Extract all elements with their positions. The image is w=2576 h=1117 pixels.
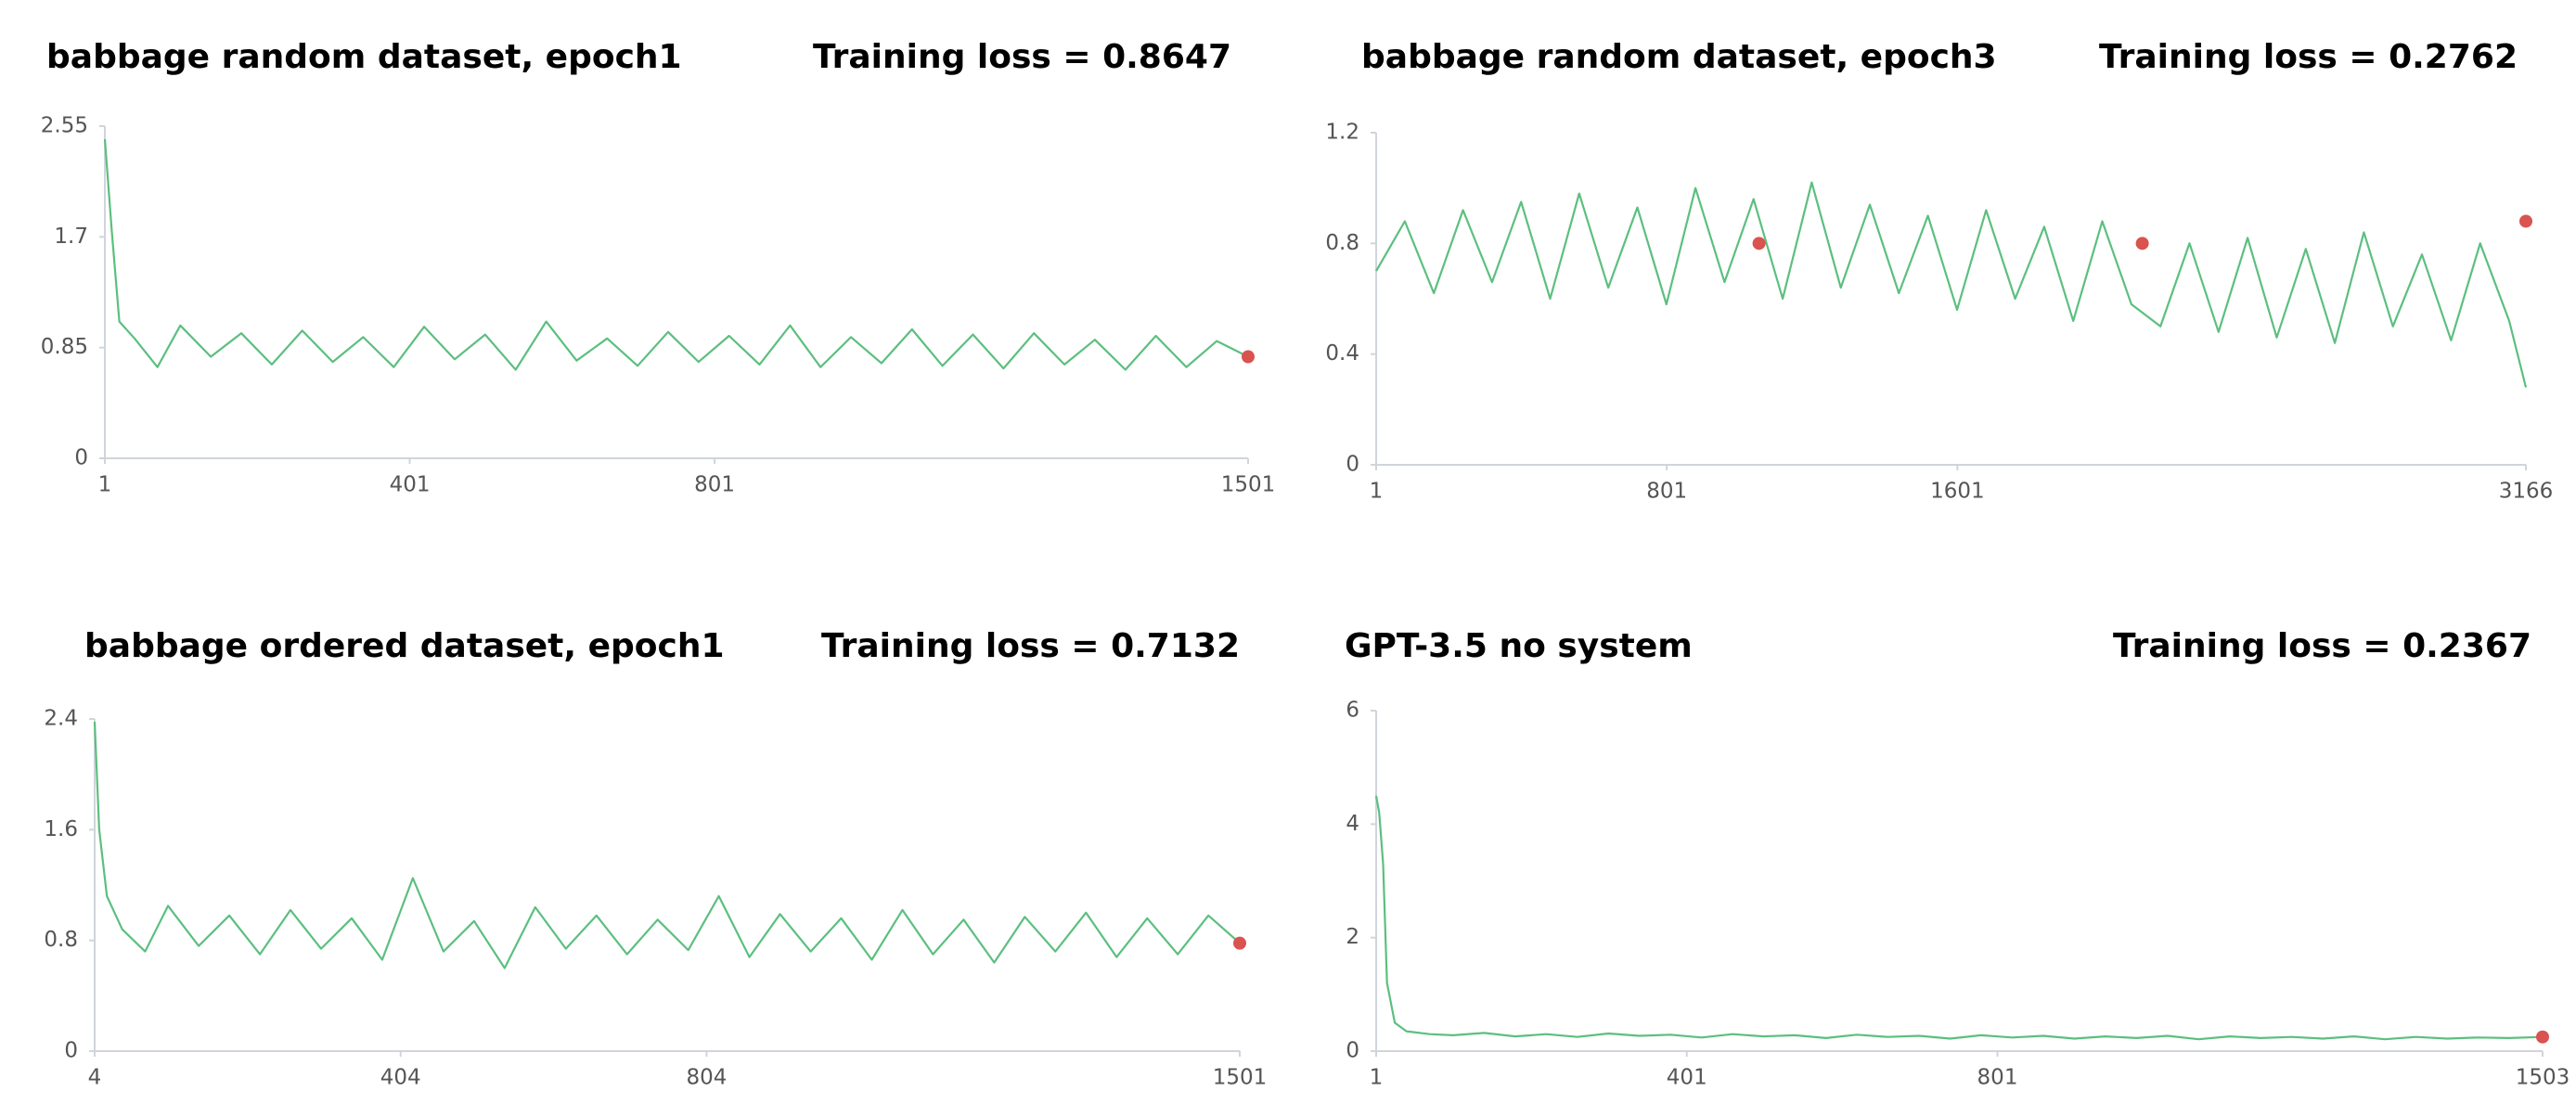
chart-title: babbage ordered dataset, epoch1 <box>84 627 725 665</box>
loss-line <box>93 721 1241 969</box>
checkpoint-marker <box>1752 237 1766 250</box>
y-tick-label: 0.8 <box>44 928 78 952</box>
x-tick-label: 801 <box>1977 1066 2018 1090</box>
y-tick-label: 2.55 <box>41 114 88 138</box>
chart-title: babbage random dataset, epoch3 <box>1361 38 1997 76</box>
x-tick-label: 804 <box>686 1066 727 1090</box>
x-tick-label: 401 <box>390 473 431 497</box>
x-tick-label: 1501 <box>1213 1066 1268 1090</box>
x-tick-label: 4 <box>88 1066 102 1090</box>
x-tick-label: 801 <box>1646 480 1687 504</box>
y-tick-label: 0.4 <box>1325 341 1359 366</box>
loss-line <box>103 138 1249 371</box>
checkpoint-marker <box>1233 936 1246 950</box>
x-tick-label: 3166 <box>2499 480 2554 504</box>
x-tick-label: 1501 <box>1221 473 1276 497</box>
x-tick-label: 1 <box>1370 480 1384 504</box>
checkpoint-marker <box>1242 350 1255 364</box>
chart-title: babbage random dataset, epoch1 <box>46 38 682 76</box>
y-tick-label: 2 <box>1346 925 1359 949</box>
y-tick-label: 4 <box>1346 812 1359 836</box>
training-loss: Training loss = 0.8647 <box>813 38 1231 76</box>
training-loss: Training loss = 0.7132 <box>821 627 1240 665</box>
y-tick-label: 6 <box>1346 699 1359 723</box>
y-tick-label: 0.8 <box>1325 231 1359 255</box>
x-tick-label: 401 <box>1667 1066 1707 1090</box>
loss-line <box>1375 181 2528 388</box>
y-tick-label: 0 <box>64 1039 78 1063</box>
y-tick-label: 0 <box>1346 453 1359 477</box>
checkpoint-marker <box>2135 237 2149 250</box>
y-tick-label: 0 <box>74 446 88 470</box>
x-tick-label: 1 <box>1370 1066 1384 1090</box>
loss-line <box>1374 795 2544 1041</box>
checkpoint-marker <box>2519 214 2532 228</box>
y-tick-label: 1.6 <box>44 817 78 841</box>
x-tick-label: 404 <box>380 1066 421 1090</box>
y-tick-label: 0.85 <box>41 335 88 359</box>
y-tick-label: 0 <box>1346 1039 1359 1063</box>
x-tick-label: 1503 <box>2516 1066 2570 1090</box>
training-loss: Training loss = 0.2762 <box>2099 38 2518 76</box>
chart-title: GPT-3.5 no system <box>1345 627 1693 665</box>
x-tick-label: 1 <box>98 473 112 497</box>
x-tick-label: 1601 <box>1930 480 1985 504</box>
checkpoint-marker <box>2536 1030 2549 1044</box>
y-tick-label: 1.2 <box>1325 121 1359 145</box>
x-tick-label: 801 <box>694 473 735 497</box>
training-loss: Training loss = 0.2367 <box>2113 627 2531 665</box>
y-tick-label: 1.7 <box>54 225 88 249</box>
y-tick-label: 2.4 <box>44 707 78 731</box>
